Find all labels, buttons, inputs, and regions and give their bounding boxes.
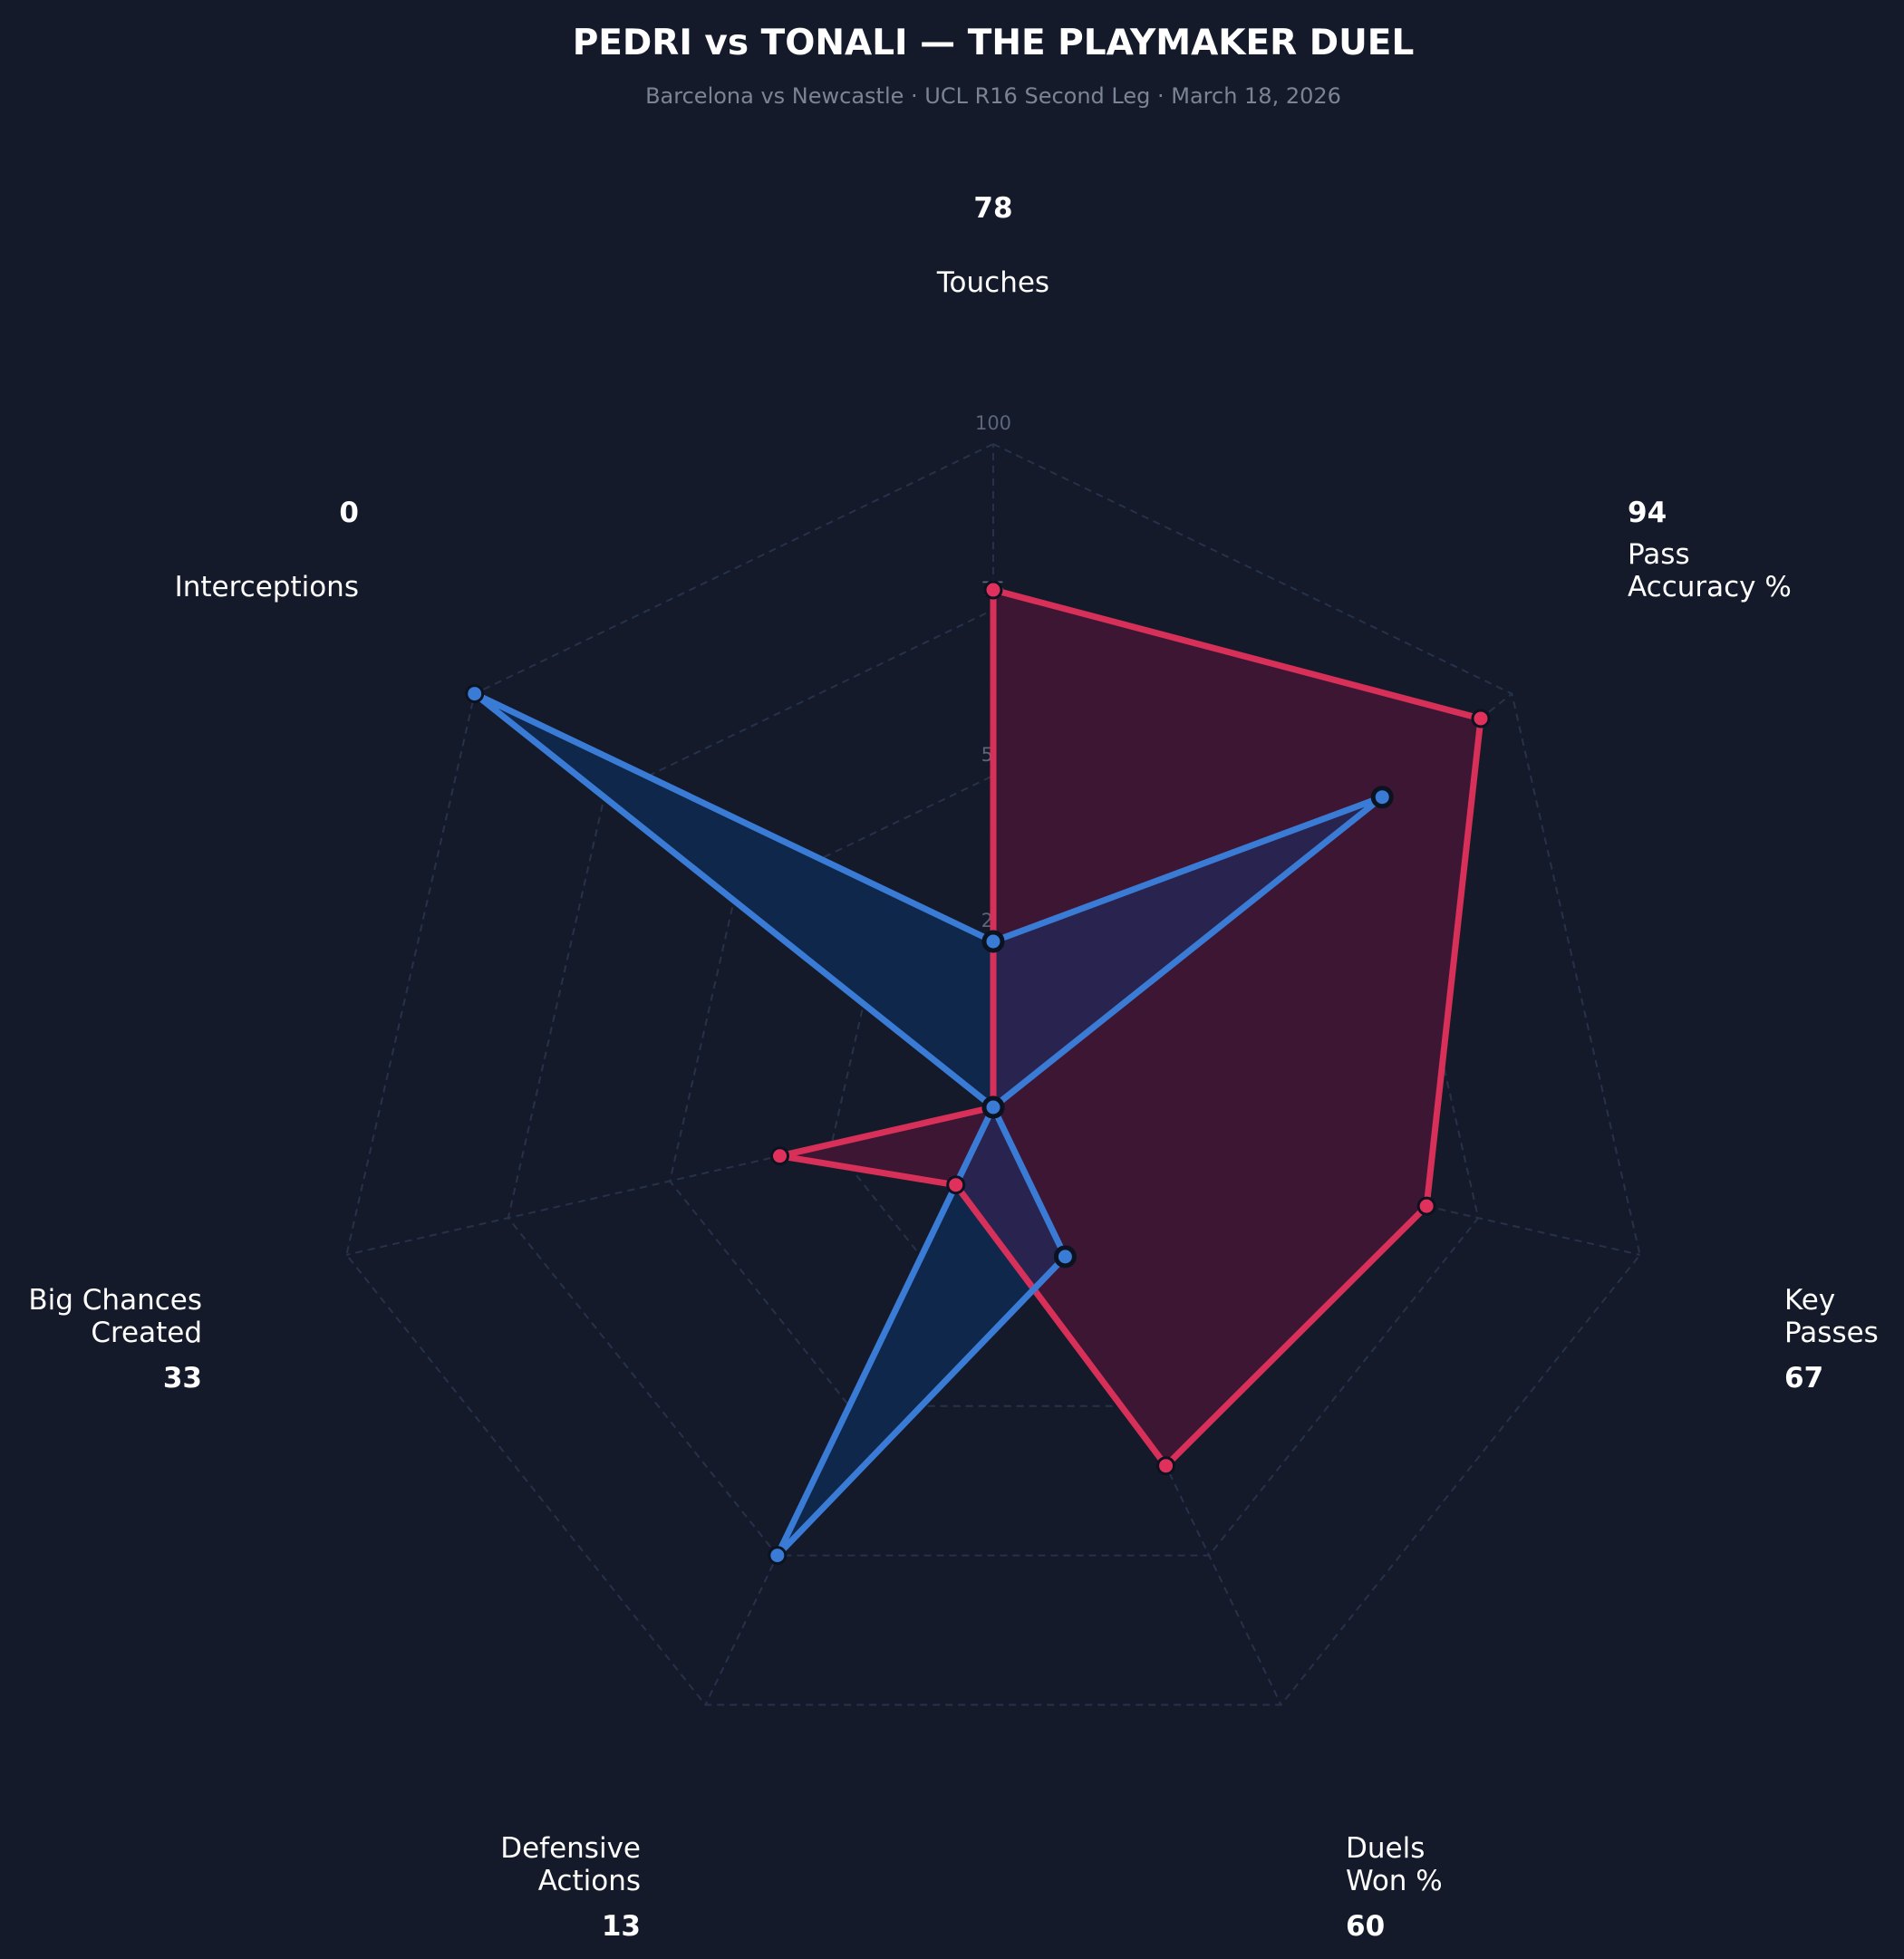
axis-value-pass-accuracy: 94 <box>1628 497 1667 529</box>
series-2-point-duels-won <box>1053 1245 1077 1269</box>
axis-label-pass-accuracy-line-1: Pass <box>1628 538 1690 571</box>
series-1-point-big-chances-created <box>769 1146 789 1166</box>
axis-label-key-passes-line-2: Passes <box>1784 1317 1879 1349</box>
axis-value-key-passes: 67 <box>1784 1362 1823 1394</box>
series-1-point-duels-won <box>1156 1456 1176 1476</box>
series-2-point-pass-accuracy <box>1370 786 1394 809</box>
axis-label-pass-accuracy-line-2: Accuracy % <box>1628 571 1792 603</box>
chart-title: PEDRI vs TONALI — THE PLAYMAKER DUEL <box>573 23 1415 63</box>
axis-touches: Touches 78 <box>936 192 1049 299</box>
chart-subtitle: Barcelona vs Newcastle · UCL R16 Second … <box>645 83 1341 109</box>
axis-label-defensive-actions-line-1: Defensive <box>500 1832 641 1865</box>
axis-interceptions: Interceptions 0 <box>175 497 359 603</box>
series-overlap-area <box>779 693 1383 1466</box>
axis-label-big-chances-created-line-2: Created <box>91 1317 202 1349</box>
series-2-point-defensive-actions <box>768 1546 788 1566</box>
axis-value-big-chances-created: 33 <box>163 1362 202 1394</box>
axis-value-interceptions: 0 <box>339 497 359 529</box>
ring-label-100: 100 <box>975 412 1011 434</box>
axis-label-touches: Touches <box>936 266 1049 299</box>
series-2-point-touches <box>981 930 1005 953</box>
series-1-line <box>778 585 1484 1472</box>
series-1-point-pass-accuracy <box>1471 709 1491 729</box>
axis-label-duels-won-line-1: Duels <box>1346 1832 1425 1865</box>
series-1-area <box>779 590 1481 1466</box>
series-1-point-touches <box>983 580 1003 600</box>
series-1-point-key-passes <box>1416 1196 1436 1216</box>
grid-ring-75 <box>507 608 1480 1557</box>
axis-label-interceptions: Interceptions <box>175 571 359 603</box>
series-2-line <box>472 690 1385 1559</box>
axis-label-defensive-actions-line-2: Actions <box>538 1865 641 1897</box>
series-2-point-interceptions <box>465 684 485 704</box>
axis-value-defensive-actions: 13 <box>602 1910 641 1943</box>
axis-value-touches: 78 <box>973 192 1012 225</box>
grid-spoke-big-chances-created <box>346 1106 994 1256</box>
series-1-point-defensive-actions <box>946 1175 966 1195</box>
axis-label-duels-won-line-2: Won % <box>1346 1865 1443 1897</box>
series-layer <box>465 580 1491 1566</box>
axis-label-key-passes-line-1: Key <box>1784 1284 1835 1317</box>
axis-label-big-chances-created-line-1: Big Chances <box>28 1284 202 1317</box>
series-2-point-big-chances-created <box>981 1095 1005 1119</box>
axis-value-duels-won: 60 <box>1346 1910 1385 1943</box>
